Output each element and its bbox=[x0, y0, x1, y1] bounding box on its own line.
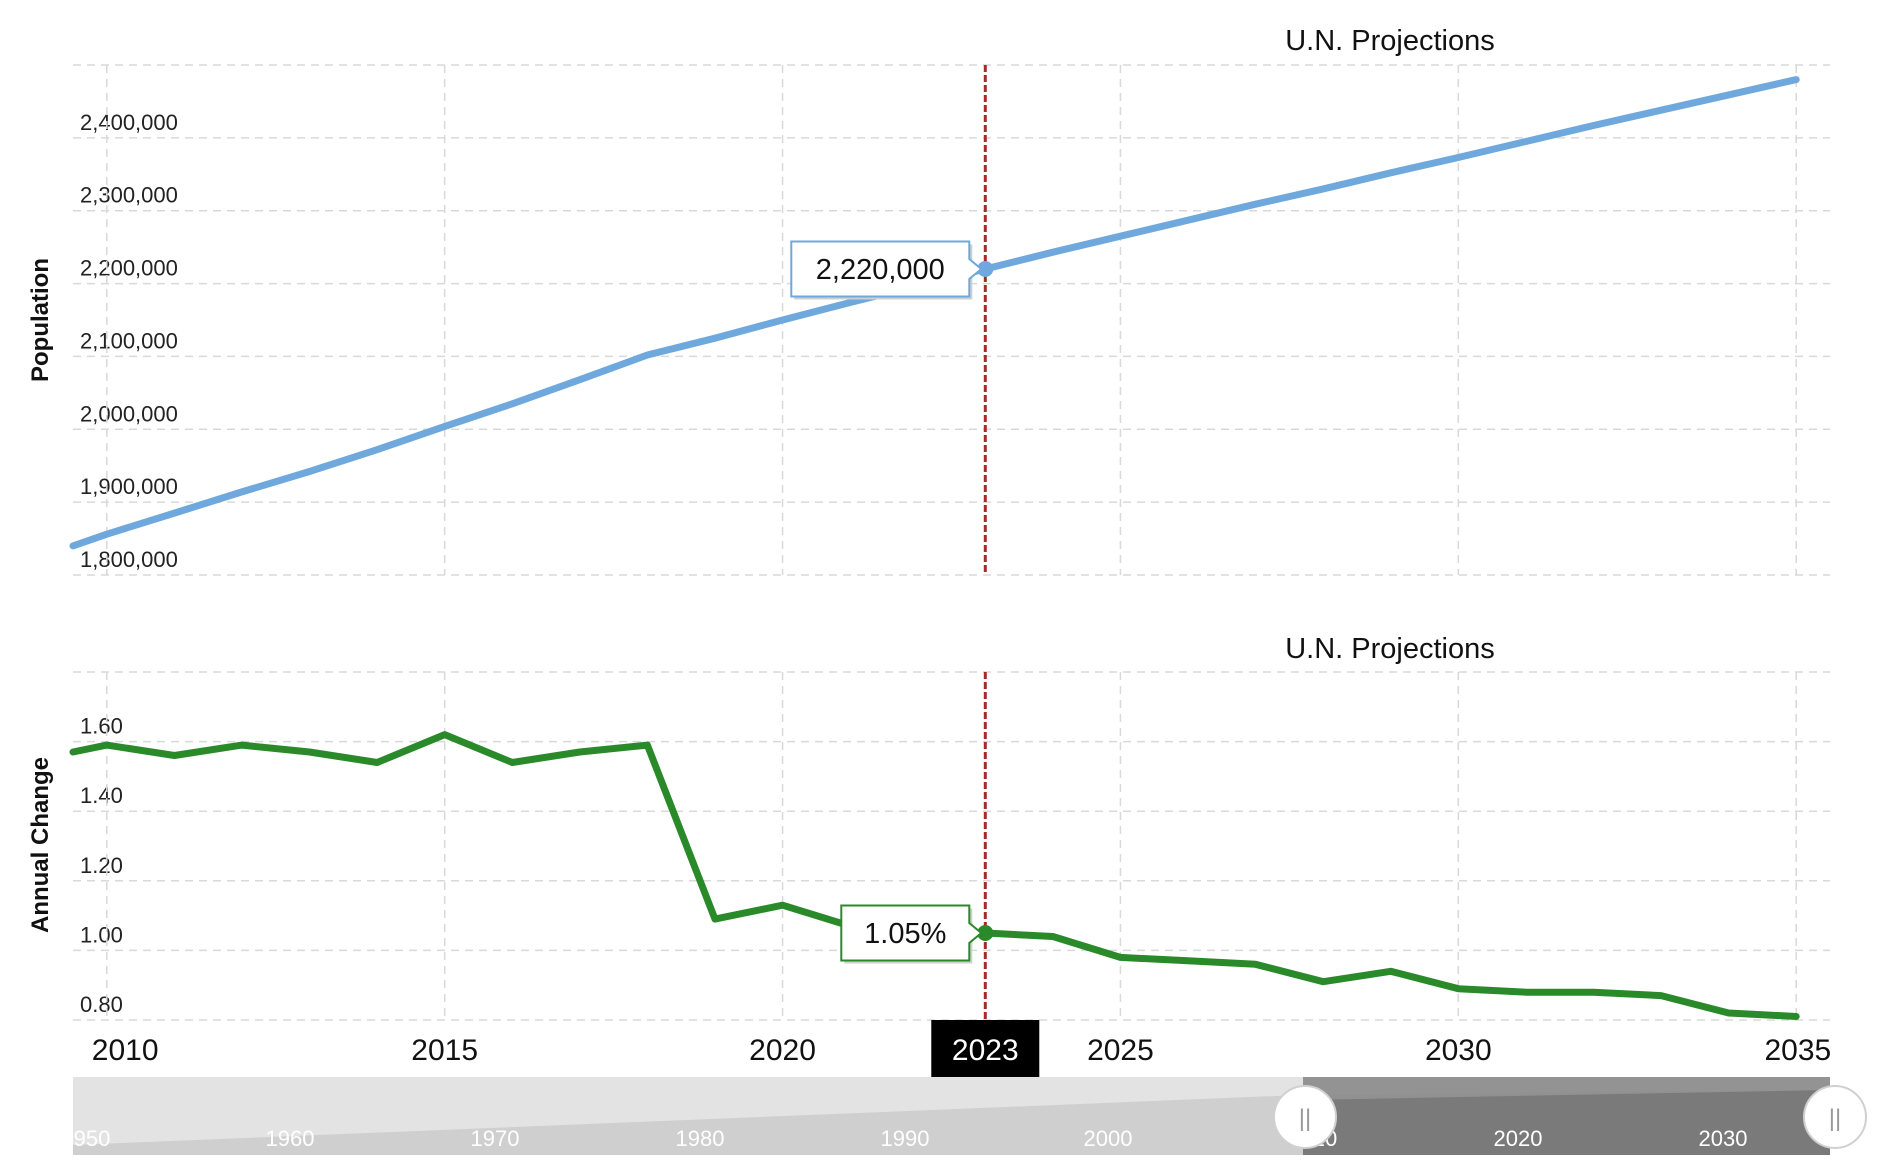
y-tick-label: 2,300,000 bbox=[80, 183, 178, 208]
navigator: 950196019701980199020002020202030|||| bbox=[73, 1077, 1866, 1155]
panel-population: 1,800,000 1,900,000 2,000,000 2,100,000 2,20… bbox=[27, 25, 1830, 575]
navigator-label: 1970 bbox=[471, 1126, 520, 1151]
y-tick-label: 2,000,000 bbox=[80, 401, 178, 426]
tooltip-label: 1.05% bbox=[864, 918, 946, 950]
y-tick-label: 1.40 bbox=[80, 783, 123, 808]
navigator-handle-left[interactable]: || bbox=[1274, 1086, 1336, 1148]
y-tick-label: 1,900,000 bbox=[80, 474, 178, 499]
y-axis-title: Annual Change bbox=[27, 757, 54, 933]
x-tick-label: 2035 bbox=[1764, 1034, 1831, 1067]
tooltip: 1.05% bbox=[841, 906, 981, 964]
navigator-selected-area bbox=[1303, 1090, 1830, 1155]
x-tick-label: 2020 bbox=[749, 1034, 816, 1067]
panel-title: U.N. Projections bbox=[1285, 25, 1495, 57]
navigator-label: 2030 bbox=[1699, 1126, 1748, 1151]
x-tick-label: 2010 bbox=[92, 1034, 159, 1067]
panel-title: U.N. Projections bbox=[1285, 633, 1495, 665]
tooltip-label: 2,220,000 bbox=[816, 254, 945, 286]
y-tick-label: 1.60 bbox=[80, 714, 123, 739]
x-tick-label: 2030 bbox=[1425, 1034, 1492, 1067]
y-tick-label: 2,400,000 bbox=[80, 110, 178, 135]
y-axis-title: Population bbox=[27, 258, 54, 382]
x-axis: 2010 2015 2020 2025 2030 2035 2023 bbox=[92, 1020, 1831, 1078]
y-tick-label: 0.80 bbox=[80, 992, 123, 1017]
navigator-label: 1990 bbox=[881, 1126, 930, 1151]
y-tick-label: 1,800,000 bbox=[80, 547, 178, 572]
x-tick-label: 2015 bbox=[411, 1034, 478, 1067]
navigator-handle-grip-icon: || bbox=[1829, 1105, 1841, 1132]
navigator-label: 950 bbox=[74, 1126, 111, 1151]
navigator-label: 2020 bbox=[1494, 1126, 1543, 1151]
navigator-label: 2000 bbox=[1084, 1126, 1133, 1151]
y-tick-label: 1.20 bbox=[80, 853, 123, 878]
navigator-label: 1960 bbox=[266, 1126, 315, 1151]
tooltip: 2,220,000 bbox=[791, 242, 981, 300]
series-line bbox=[73, 735, 1796, 1017]
navigator-label: 1980 bbox=[676, 1126, 725, 1151]
x-highlight-label: 2023 bbox=[952, 1034, 1019, 1067]
x-tick-label: 2025 bbox=[1087, 1034, 1154, 1067]
panel-annual-change: 0.80 1.00 1.20 1.40 1.60 U.N. Projections Annu… bbox=[27, 633, 1830, 1020]
navigator-handle-right[interactable]: || bbox=[1804, 1086, 1866, 1148]
y-tick-label: 2,100,000 bbox=[80, 328, 178, 353]
series-line bbox=[73, 80, 1796, 546]
y-tick-label: 2,200,000 bbox=[80, 256, 178, 281]
navigator-handle-grip-icon: || bbox=[1299, 1105, 1311, 1132]
y-tick-label: 1.00 bbox=[80, 922, 123, 947]
